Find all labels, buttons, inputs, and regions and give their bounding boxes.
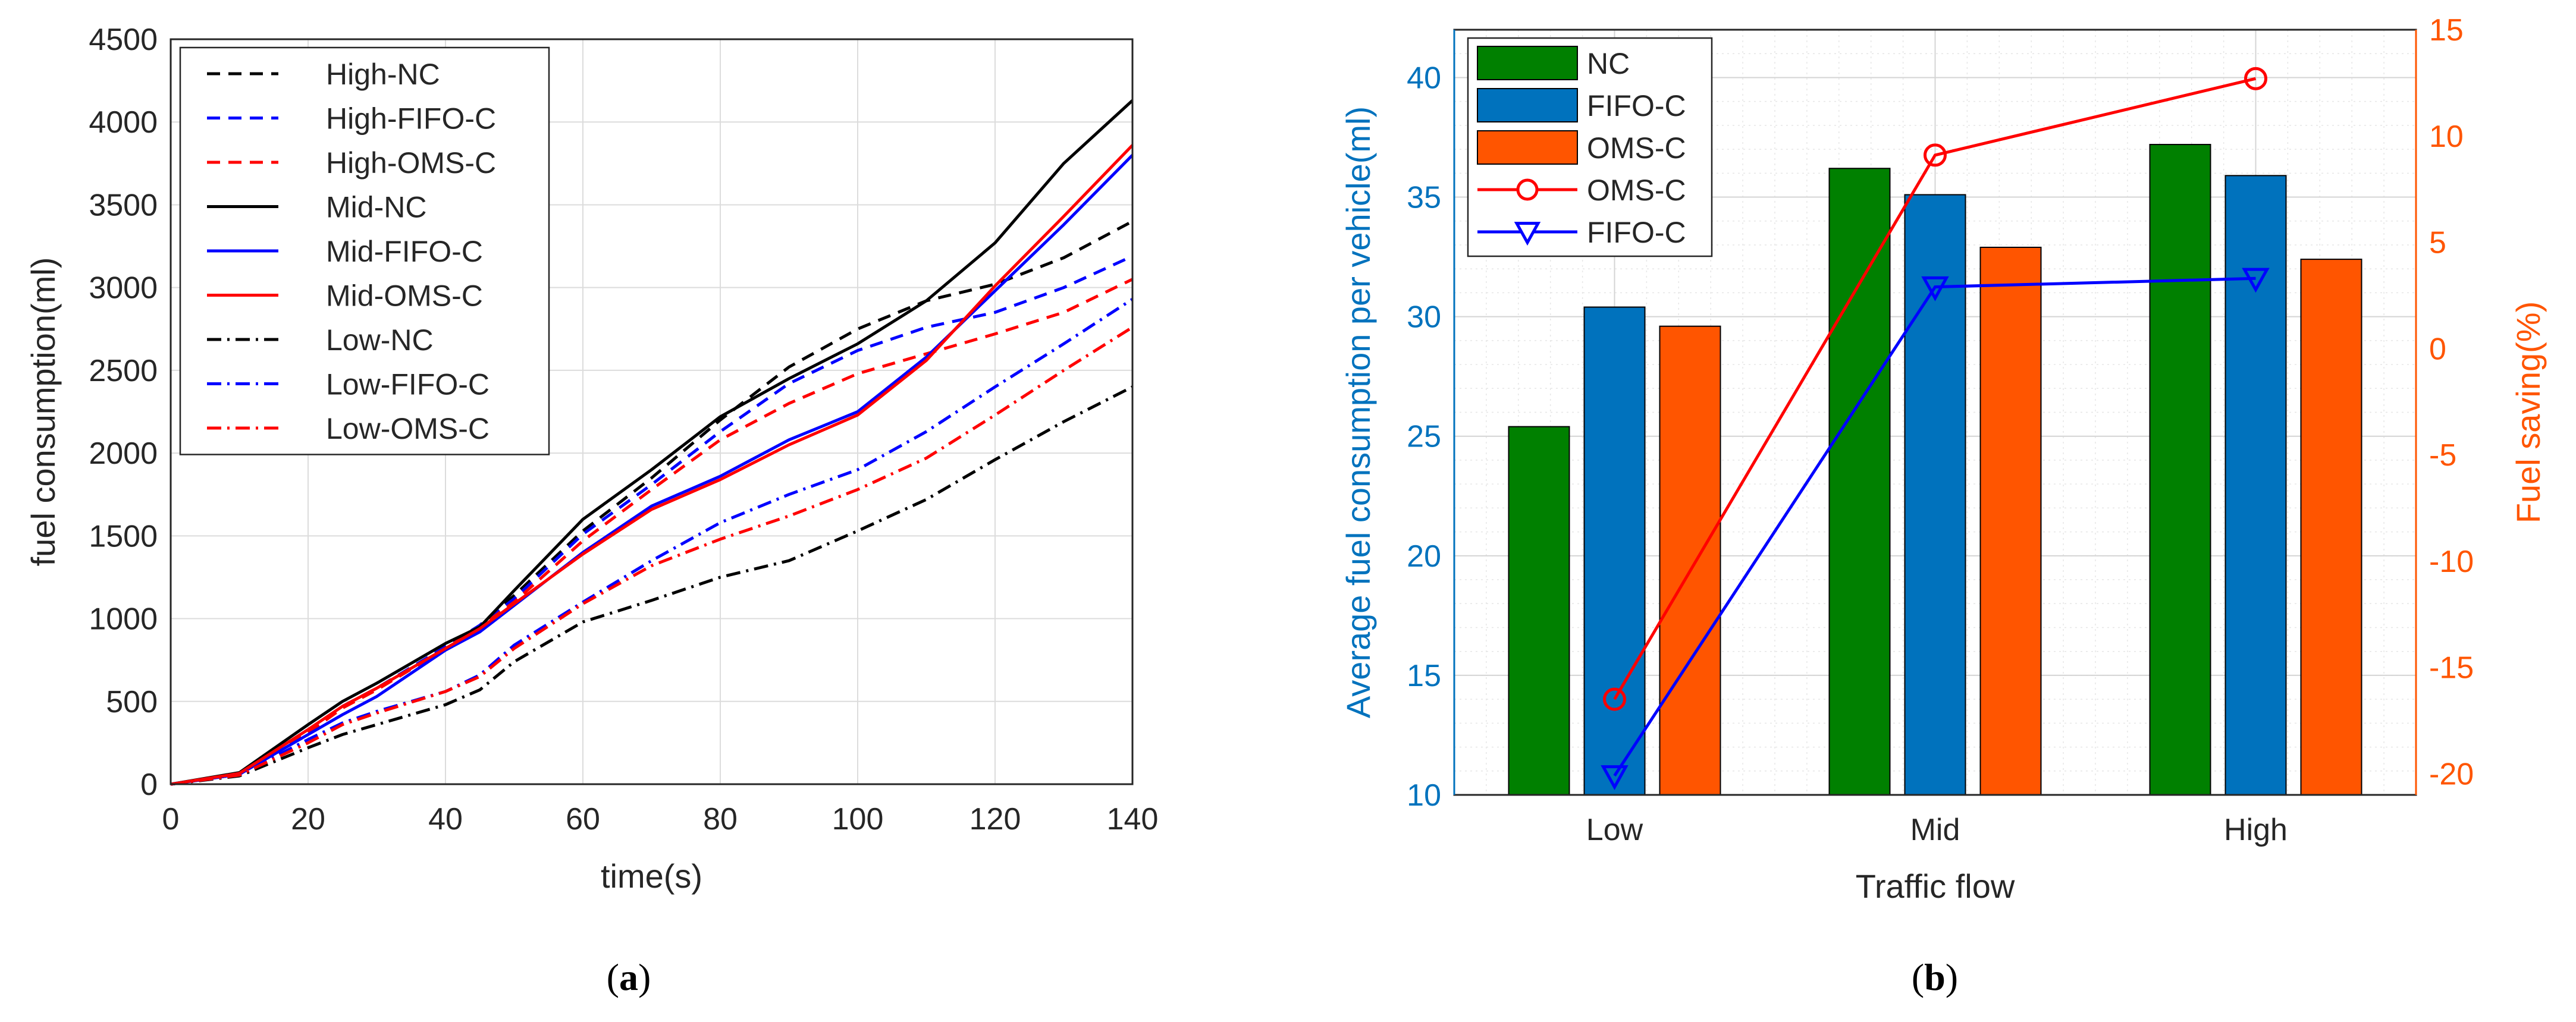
panel-a-legend-label: Mid-OMS-C [326,279,483,313]
panel-b-left-y-axis-label: Average fuel consumption per vehicle(ml) [1339,106,1377,718]
panel-b-legend-marker [1514,222,1541,246]
panel-b-marker-triangle [2242,268,2270,293]
panel-a-legend-label: Low-FIFO-C [326,368,490,401]
panel-b-left-tick-label: 10 [1407,778,1441,813]
panel-a-x-tick-label: 120 [969,802,1021,837]
panel-b-category-label: Mid [1910,813,1960,847]
panel-a-caption: (a) [607,956,651,998]
panel-b-line-oms-c [1613,77,2257,700]
panel-b-legend-label: OMS-C [1587,174,1686,207]
panel-b-right-tick-label: -5 [2429,438,2456,473]
panel-a-legend-label: High-FIFO-C [326,102,496,136]
panel-b-right-tick-label: -10 [2429,545,2474,579]
panel-a-y-tick-label: 1500 [89,519,158,554]
panel-a-y-axis-label: fuel consumption(ml) [24,257,62,567]
panel-b-category-label: High [2224,813,2288,847]
panel-a-series-line-mid-oms-c [170,144,1134,786]
panel-a-series-line-low-oms-c [170,326,1134,786]
panel-b-bar-oms-c [1659,325,1721,795]
panel-b-bar-nc [1828,168,1891,795]
panel-a-y-tick-label: 0 [140,768,158,802]
panel-b-legend-swatch [1477,46,1578,80]
panel-b-caption-letter: b [1924,956,1946,998]
panel-a-x-tick-label: 0 [162,802,180,837]
panel-b-bars [1508,144,2362,796]
panel-a-legend-label: High-OMS-C [326,146,496,180]
panel-b-bar-oms-c [2300,259,2362,796]
panel-b-legend-label: FIFO-C [1587,216,1686,249]
panel-a-y-tick-label: 500 [106,685,158,719]
panel-b-left-tick-label: 25 [1407,420,1441,454]
panel-a-y-tick-label: 4000 [89,105,158,140]
panel-a-series-lines [170,99,1134,786]
panel-a-tick-labels: 0 20 40 60 80 100 120 140 0 500 1000 1500 2000 2500 30… [89,23,1158,837]
panel-a-x-axis-label: time(s) [601,857,702,895]
panel-b-x-axis-label: Traffic flow [1856,867,2015,905]
panel-a-plot-frame [170,38,1134,785]
panel-b-right-y-axis-label: Fuel saving(%) [2509,301,2547,523]
panel-a-legend: High-NC High-FIFO-C High-OMS-C Mid-NC Mid-FI… [179,46,550,455]
panel-a-y-tick-label: 2500 [89,354,158,388]
panel-a-x-tick-label: 20 [291,802,325,837]
panel-a-caption-letter: a [619,956,638,998]
panel-b-left-tick-label: 30 [1407,300,1441,335]
panel-b-legend-swatch [1477,88,1578,122]
panel-b-left-tick-label: 35 [1407,181,1441,215]
panel-a-series-line-mid-nc [170,99,1134,786]
panel-b-legend-label: NC [1587,47,1630,80]
panel-a-x-tick-label: 140 [1107,802,1159,837]
panel-b-legend: NC FIFO-C OMS-C OMS-C FIFO-C [1467,37,1713,257]
panel-b-line-fifo-c [1613,276,2256,777]
panel-a-legend-label: Low-NC [326,323,434,357]
panel-b-legend-label: OMS-C [1587,131,1686,165]
panel-a-series-line-high-oms-c [170,278,1134,786]
panel-b-right-tick-label: 0 [2429,332,2446,366]
panel-a-legend-label: High-NC [326,58,440,91]
panel-b-fuel-saving-lines [1601,67,2270,790]
panel-b-marker-triangle [1921,276,1949,301]
panel-b-marker-circle [1603,687,1626,711]
panel-b-marker-circle [2244,67,2267,90]
panel-b-left-tick-label: 20 [1407,539,1441,574]
panel-b-category-label: Low [1586,813,1643,847]
panel-b-right-tick-label: -15 [2429,651,2474,685]
panel-a-y-tick-label: 4500 [89,23,158,57]
panel-a-series-line-low-nc [170,385,1134,786]
panel-a-y-tick-label: 2000 [89,436,158,471]
panel-b-bar-chart: 10 15 20 25 30 35 40 -20 -15 -10 -5 0 5 10 15 Low Mid Hig… [1339,13,2547,998]
panel-a-y-tick-label: 3500 [89,188,158,222]
panel-a-legend-label: Mid-NC [326,191,426,224]
panel-a-y-tick-label: 1000 [89,602,158,637]
panel-b-right-tick-label: 5 [2429,226,2446,260]
panel-a-x-tick-label: 80 [703,802,738,837]
panel-b-legend-label: FIFO-C [1587,89,1686,122]
panel-b-right-tick-label: -20 [2429,757,2474,791]
panel-b-bar-nc [2149,144,2211,795]
panel-b-left-tick-label: 15 [1407,659,1441,693]
panel-a-legend-label: Low-OMS-C [326,412,490,445]
panel-b-bar-fifo-c [1904,194,1966,795]
panel-b-left-tick-label: 40 [1407,61,1441,95]
panel-b-marker-triangle [1601,765,1629,790]
panel-b-caption: (b) [1912,956,1958,998]
panel-b-bar-nc [1508,426,1570,795]
panel-a-x-tick-label: 40 [428,802,463,837]
panel-b-legend-marker [1516,178,1539,201]
panel-a-legend-label: Mid-FIFO-C [326,235,483,268]
panel-b-bar-fifo-c [1583,306,1646,795]
panel-b-right-tick-label: 15 [2429,13,2464,48]
panel-b-legend-swatch [1477,130,1578,165]
panel-a-x-tick-label: 100 [832,802,884,837]
panel-b-right-tick-label: 10 [2429,120,2464,154]
panel-a-line-chart: 0 20 40 60 80 100 120 140 0 500 1000 1500 2000 2500 30… [24,23,1158,998]
panel-b-tick-labels: 10 15 20 25 30 35 40 -20 -15 -10 -5 0 5 10 15 Low Mid Hig… [1407,13,2474,847]
panel-b-marker-circle [1924,143,1947,167]
panel-a-x-tick-label: 60 [566,802,600,837]
panel-b-bar-oms-c [1979,246,2042,796]
panel-a-y-tick-label: 3000 [89,271,158,306]
